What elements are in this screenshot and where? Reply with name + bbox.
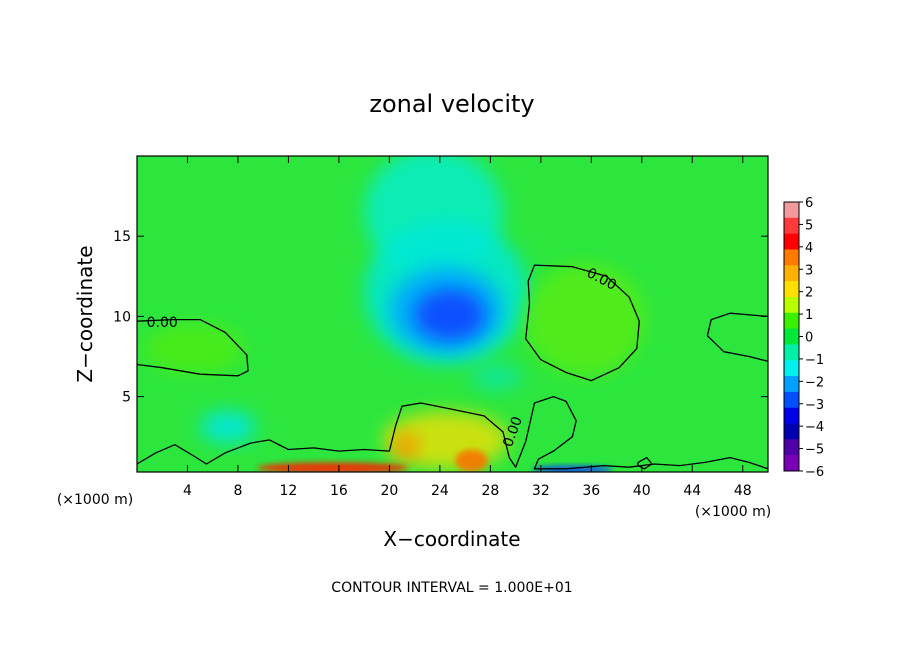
colorbar: 6 5 4 3 2 1 0 −1 −2 −3 −4 −5 −6 — [783, 196, 824, 480]
colorbar-swatch — [784, 376, 799, 393]
contour-label: 0.00 — [147, 315, 178, 331]
colorbar-swatch — [784, 455, 799, 472]
x-tick-label: 32 — [532, 483, 550, 499]
y-tick-label: 10 — [113, 309, 131, 325]
left-cyan-spot — [200, 411, 256, 444]
x-tick-label: 12 — [280, 483, 298, 499]
upper-right-zero-contour — [525, 264, 640, 382]
colorbar-swatch — [784, 202, 799, 219]
colorbar-swatch — [784, 249, 799, 266]
colorbar-swatch — [784, 423, 799, 440]
colorbar-tick-label: −2 — [805, 375, 824, 390]
contour-lines — [137, 264, 768, 470]
colorbar-tick-label: 3 — [805, 263, 813, 278]
plot-frame — [136, 155, 769, 473]
contour-interval-note: CONTOUR INTERVAL = 1.000E+01 — [331, 580, 572, 596]
x-tick-label: 8 — [233, 483, 242, 499]
plot-area: 0.000.000.00 — [137, 156, 768, 472]
x-tick-label: 28 — [481, 483, 499, 499]
colorbar-swatch — [784, 344, 799, 361]
red-surface-band — [256, 462, 409, 472]
orange-spot-a — [393, 433, 419, 460]
orange-spot-b — [455, 449, 488, 472]
colorbar-swatch — [784, 391, 799, 409]
colorbar-tick-label: −5 — [805, 443, 824, 458]
right-edge-zero-contour — [706, 312, 768, 362]
x-tick-label: 40 — [633, 483, 651, 499]
colorbar-tick-label: −4 — [805, 420, 824, 435]
blue-jet-core — [414, 289, 486, 341]
colorbar-swatch — [784, 407, 799, 424]
colorbar-swatch — [784, 265, 799, 282]
colorbar-tick-label: 1 — [805, 308, 813, 323]
mid-cyan-spot — [471, 364, 522, 391]
colorbar-swatch — [784, 328, 799, 345]
colorbar-tick-label: −3 — [805, 398, 824, 413]
colorbar-tick-label: 4 — [805, 241, 813, 256]
x-tick-label: 48 — [734, 483, 752, 499]
colorbar-swatch — [784, 217, 799, 234]
colorbar-swatch — [784, 360, 799, 377]
x-axis-label: X−coordinate — [383, 527, 520, 551]
colorbar-tick-label: −6 — [805, 465, 824, 480]
y-axis-label: Z−coordinate — [73, 245, 97, 382]
x-tick-label: 4 — [183, 483, 192, 499]
left-plus-region — [143, 322, 245, 375]
x-unit-left: (×1000 m) — [57, 492, 133, 508]
colorbar-swatch — [784, 281, 799, 298]
colorbar-swatch — [784, 439, 799, 456]
colorbar-swatch — [784, 312, 799, 329]
near-surface-zero-contour — [137, 395, 768, 470]
left-zero-contour — [137, 318, 249, 377]
chart-title: zonal velocity — [369, 90, 534, 118]
small-right-contour — [637, 456, 653, 470]
x-tick-label: 36 — [582, 483, 600, 499]
velocity-field — [143, 156, 646, 472]
colorbar-tick-label: 6 — [805, 196, 813, 211]
colorbar-swatch — [784, 233, 799, 250]
x-unit-right: (×1000 m) — [695, 504, 771, 520]
x-tick-label: 24 — [431, 483, 449, 499]
y-tick-label: 5 — [122, 390, 131, 406]
right-plus-region — [524, 263, 646, 376]
colorbar-tick-label: 0 — [805, 331, 813, 346]
colorbar-tick-label: 2 — [805, 286, 813, 301]
x-tick-label: 16 — [330, 483, 348, 499]
x-tick-label: 44 — [683, 483, 701, 499]
colorbar-tick-label: −1 — [805, 353, 824, 368]
x-tick-label: 20 — [380, 483, 398, 499]
y-tick-label: 15 — [113, 229, 131, 245]
colorbar-tick-label: 5 — [805, 218, 813, 233]
colorbar-swatch — [784, 296, 799, 314]
